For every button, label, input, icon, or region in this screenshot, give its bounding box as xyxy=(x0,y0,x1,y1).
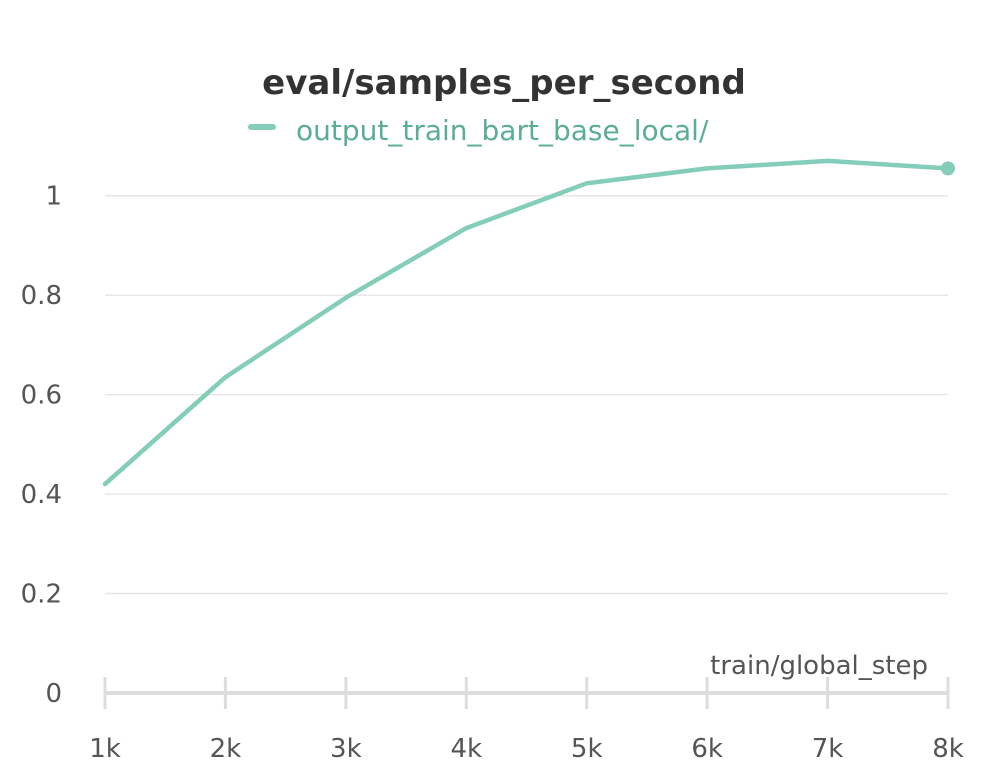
series-layer[interactable] xyxy=(102,158,955,487)
legend-label: output_train_bart_base_local/ xyxy=(296,114,709,147)
x-tick-label: 4k xyxy=(450,734,482,764)
chart-title: eval/samples_per_second xyxy=(262,63,746,103)
x-tick-label: 7k xyxy=(812,734,844,764)
series-line[interactable] xyxy=(102,158,951,487)
y-tick-label: 0 xyxy=(45,679,62,709)
y-tick-label: 0.8 xyxy=(21,281,62,311)
x-axis-label: train/global_step xyxy=(710,651,928,681)
x-tick-label: 6k xyxy=(691,734,723,764)
legend-swatch-icon xyxy=(248,124,276,130)
x-tick-label: 8k xyxy=(932,734,964,764)
y-tick-label: 0.6 xyxy=(21,381,62,411)
x-tick-label: 1k xyxy=(89,734,121,764)
x-tick-label: 2k xyxy=(210,734,242,764)
gridlines xyxy=(105,194,948,595)
x-axis-ticks: 1k 2k 3k 4k 5k 6k 7k 8k xyxy=(89,677,964,764)
y-axis-ticks: 0 0.2 0.4 0.6 0.8 1 xyxy=(21,182,62,709)
y-tick-label: 1 xyxy=(45,182,62,212)
legend[interactable]: output_train_bart_base_local/ xyxy=(248,114,709,147)
y-tick-label: 0.4 xyxy=(21,480,62,510)
x-tick-label: 5k xyxy=(571,734,603,764)
x-tick-label: 3k xyxy=(330,734,362,764)
series-endpoint-marker[interactable] xyxy=(941,161,955,176)
y-tick-label: 0.2 xyxy=(21,580,62,610)
